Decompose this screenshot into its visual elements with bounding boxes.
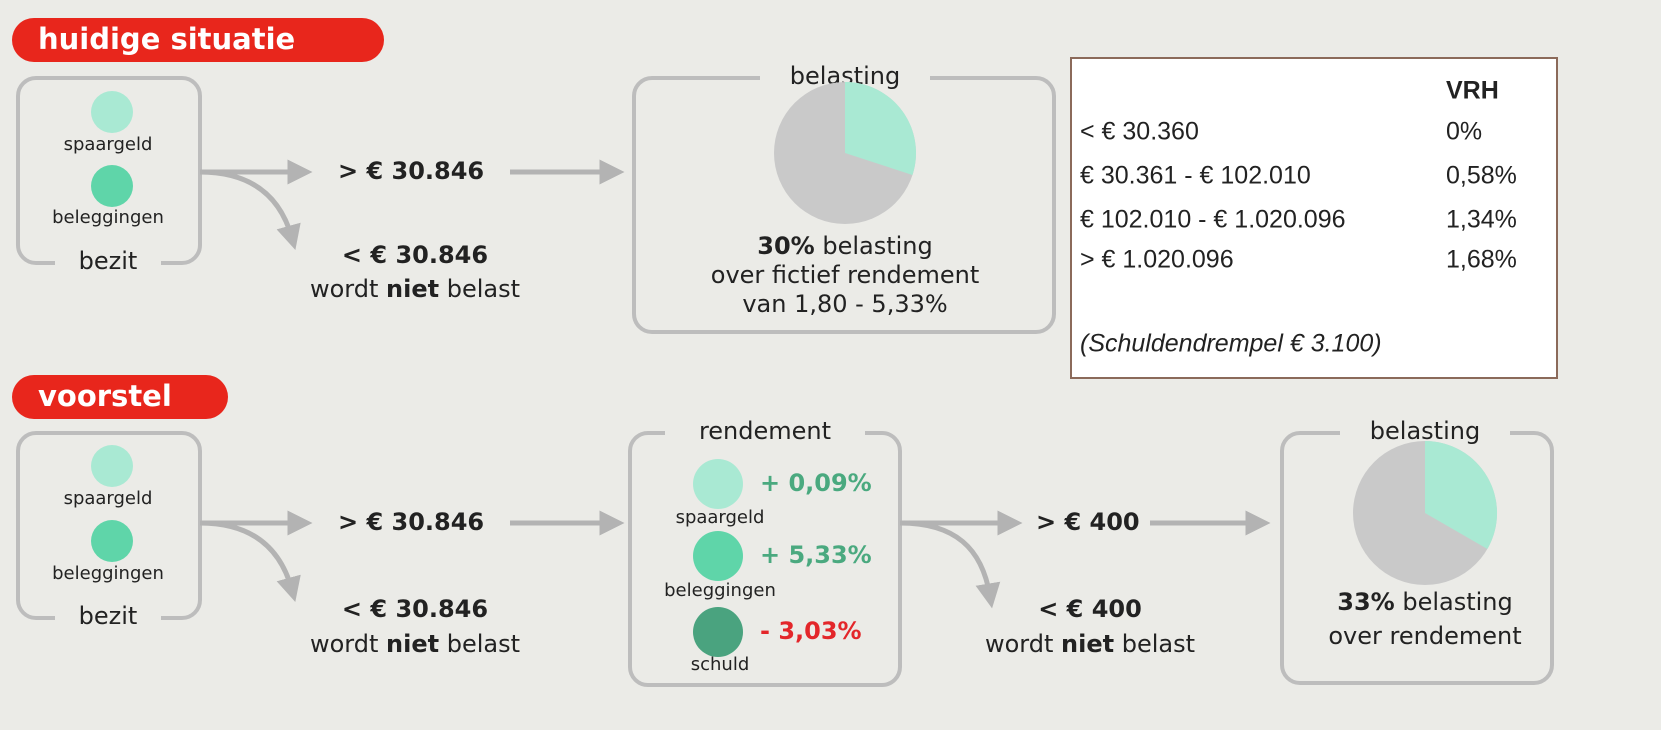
box-label: bezit (79, 247, 138, 275)
investments-dot (91, 520, 133, 562)
title-pill (12, 375, 228, 419)
pie-slice (845, 82, 916, 175)
savings-dot (91, 91, 133, 133)
tax-text: van 1,80 - 5,33% (742, 290, 947, 318)
item-label: schuld (691, 654, 750, 675)
item-label: spaargeld (676, 507, 765, 528)
rate-table (1070, 57, 1558, 379)
savings-dot (693, 459, 743, 509)
table-header: VRH (1446, 77, 1499, 105)
threshold: < € 30.846 (342, 241, 488, 269)
bracket: € 30.361 - € 102.010 (1080, 162, 1311, 190)
threshold: > € 30.846 (338, 157, 484, 185)
savings-dot (91, 445, 133, 487)
debt-dot (693, 607, 743, 657)
threshold: > € 30.846 (338, 508, 484, 536)
label-mask (665, 421, 865, 445)
table-note: (Schuldendrempel € 3.100) (1080, 330, 1382, 358)
item-label: spaargeld (64, 488, 153, 509)
rate: - 3,03% (760, 617, 862, 645)
arrow (899, 520, 1001, 609)
arrow (199, 169, 301, 251)
item-label: beleggingen (52, 207, 164, 228)
box-label: belasting (1370, 417, 1480, 445)
tax-text: over rendement (1328, 622, 1521, 650)
pie-slice (1425, 441, 1498, 549)
note: wordt niet belast (310, 630, 520, 658)
tax-text: 33% belasting (1337, 588, 1512, 616)
rate: 1,68% (1446, 246, 1517, 274)
box-label: bezit (79, 602, 138, 630)
note: wordt niet belast (310, 275, 520, 303)
arrow (199, 520, 301, 603)
rate: 1,34% (1446, 206, 1517, 234)
label-mask (55, 250, 161, 274)
rate: 0% (1446, 118, 1482, 146)
rate: + 0,09% (760, 469, 872, 497)
item-label: beleggingen (52, 563, 164, 584)
bracket: > € 1.020.096 (1080, 246, 1234, 274)
label-mask (55, 605, 161, 629)
investments-dot (693, 531, 743, 581)
item-label: spaargeld (64, 134, 153, 155)
box-label: rendement (699, 417, 831, 445)
item-label: beleggingen (664, 580, 776, 601)
section-title: voorstel (38, 379, 172, 413)
threshold: < € 400 (1038, 595, 1142, 623)
threshold: > € 400 (1036, 508, 1140, 536)
note: wordt niet belast (985, 630, 1195, 658)
tax-text: over fictief rendement (711, 261, 979, 289)
bracket: € 102.010 - € 1.020.096 (1080, 206, 1346, 234)
section-title: huidige situatie (38, 22, 295, 56)
bracket: < € 30.360 (1080, 118, 1199, 146)
rate: + 5,33% (760, 541, 872, 569)
threshold: < € 30.846 (342, 595, 488, 623)
tax-text: 30% belasting (757, 232, 932, 260)
title-pill (12, 18, 384, 62)
rate: 0,58% (1446, 162, 1517, 190)
investments-dot (91, 165, 133, 207)
